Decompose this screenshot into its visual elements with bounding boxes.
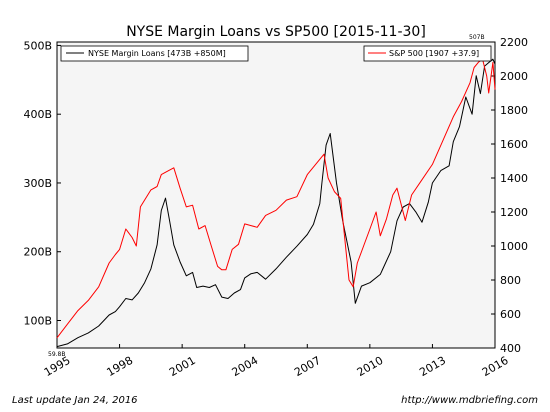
x-tick-label: 2001 (167, 354, 198, 379)
series-layer (56, 58, 496, 348)
right-tick-label: 1200 (500, 206, 528, 219)
right-tick-label: 1400 (500, 172, 528, 185)
x-tick-label: 2004 (230, 354, 261, 379)
right-tick-label: 1800 (500, 104, 528, 117)
right-tick-label: 800 (500, 274, 521, 287)
right-axis: 400 600 800 1000 1200 1400 1600 1800 2000 2200 (491, 36, 528, 355)
min-annotation: 59.8B (48, 351, 65, 358)
x-tick-label: 2010 (355, 354, 386, 379)
left-tick-label: 300B (23, 177, 52, 190)
x-tick-label: 2013 (417, 354, 448, 379)
x-tick-label: 2007 (292, 354, 323, 379)
legend-left: NYSE Margin Loans [473B +850M] (60, 45, 249, 62)
left-tick-label: 100B (23, 314, 52, 327)
right-tick-label: 1600 (500, 138, 528, 151)
left-tick-label: 200B (23, 246, 52, 259)
left-tick-label: 400B (23, 108, 52, 121)
legend-label-loans: NYSE Margin Loans [473B +850M] (88, 49, 226, 58)
plot-area (56, 41, 496, 349)
x-tick-label: 1998 (104, 354, 135, 379)
max-annotation: 507B (469, 34, 485, 41)
right-tick-label: 2200 (500, 36, 528, 49)
x-tick-label: 2016 (480, 354, 511, 379)
left-axis: 100B 200B 300B 400B 500B (23, 39, 61, 327)
left-tick-label: 500B (23, 39, 52, 52)
series-line-s-p-500 (56, 58, 496, 339)
last-update-text: Last update Jan 24, 2016 (12, 395, 138, 406)
x-axis: 1995 1998 2001 2004 2007 2010 2013 2016 (42, 344, 511, 379)
chart-title: NYSE Margin Loans vs SP500 [2015-11-30] (126, 24, 426, 40)
source-url-text: http://www.mdbriefing.com (401, 395, 538, 406)
legend-label-sp500: S&P 500 [1907 +37.9] (389, 49, 479, 58)
right-tick-label: 2000 (500, 70, 528, 83)
legend-right: S&P 500 [1907 +37.9] (363, 45, 492, 62)
right-tick-label: 400 (500, 342, 521, 355)
right-tick-label: 1000 (500, 240, 528, 253)
right-tick-label: 600 (500, 308, 521, 321)
series-line-nyse-margin-loans (56, 58, 496, 348)
